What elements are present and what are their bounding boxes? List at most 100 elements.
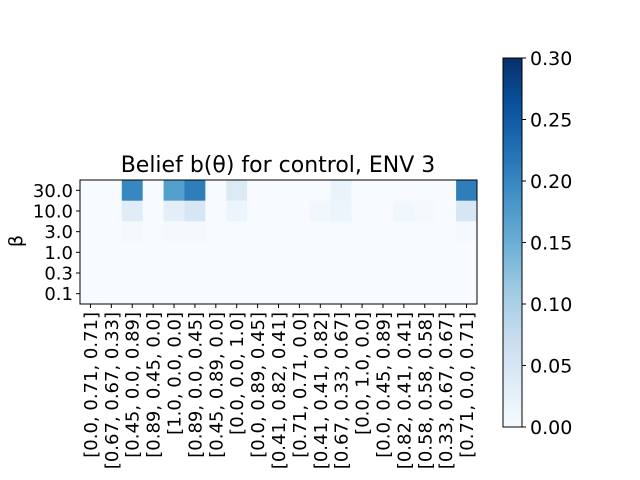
heatmap-cell [184, 180, 206, 202]
heatmap-cell [121, 283, 144, 305]
heatmap-cell [80, 242, 102, 264]
heatmap-cell [121, 200, 144, 222]
heatmap-cell [100, 221, 123, 243]
heatmap-cell [372, 262, 394, 284]
heatmap-cell [268, 200, 290, 222]
heatmap-cell [100, 200, 123, 222]
x-tick-label: [0.67, 0.33, 0.67] [332, 312, 353, 469]
heatmap-cell [80, 283, 102, 305]
heatmap-cell [205, 180, 227, 202]
y-axis-label: β [5, 235, 27, 247]
heatmap-cell [142, 283, 164, 305]
y-tick-label: 1.0 [44, 243, 73, 264]
heatmap-cell [435, 283, 457, 305]
heatmap-cell [205, 200, 227, 222]
x-tick-label: [1.0, 0.0, 0.0] [165, 312, 186, 435]
heatmap-cell [393, 200, 415, 222]
heatmap-cell [330, 242, 353, 264]
x-tick-label: [0.71, 0.71, 0.0] [290, 312, 311, 458]
heatmap-cell [288, 283, 311, 305]
x-tick-label: [0.41, 0.82, 0.41] [269, 312, 290, 469]
heatmap-cell [309, 221, 332, 243]
heatmap-cell [372, 200, 394, 222]
heatmap-cell [121, 242, 144, 264]
heatmap-cell [163, 221, 185, 243]
heatmap-cell [80, 262, 102, 284]
heatmap-cell [205, 283, 227, 305]
heatmap-cell [330, 262, 353, 284]
heatmap-cell [351, 262, 373, 284]
heatmap-cell [309, 283, 332, 305]
heatmap-cell [288, 242, 311, 264]
x-tick-label: [0.0, 1.0, 0.0] [353, 312, 374, 435]
heatmap-cell [393, 262, 415, 284]
heatmap-cell [163, 200, 185, 222]
heatmap-cell [372, 180, 394, 202]
chart-title: Belief b(θ) for control, ENV 3 [121, 153, 436, 178]
heatmap-cell [80, 180, 102, 202]
colorbar-tick-label: 0.15 [530, 233, 572, 255]
heatmap-cell [330, 200, 353, 222]
heatmap-cell [184, 221, 206, 243]
plot-frame [79, 179, 478, 305]
heatmap-cell [184, 283, 206, 305]
heatmap-cell [351, 283, 373, 305]
heatmap-cell [393, 180, 415, 202]
heatmap-cell [351, 221, 373, 243]
x-tick-label: [0.89, 0.0, 0.45] [185, 312, 206, 458]
heatmap-cell [268, 262, 290, 284]
y-tick-label: 3.0 [44, 222, 73, 243]
heatmap-cell [142, 200, 164, 222]
heatmap-cells [80, 180, 478, 305]
heatmap-cell [288, 200, 311, 222]
y-tick-label: 0.1 [44, 284, 73, 305]
heatmap-cell [100, 242, 123, 264]
heatmap-cell [226, 200, 248, 222]
colorbar-tick-label: 0.05 [530, 356, 572, 378]
heatmap-cell [268, 221, 290, 243]
heatmap-cell [100, 283, 123, 305]
heatmap-cell [414, 200, 436, 222]
heatmap-cell [184, 242, 206, 264]
heatmap-cell [456, 283, 478, 305]
x-tick-label: [0.67, 0.67, 0.33] [102, 312, 123, 469]
heatmap-cell [351, 200, 373, 222]
heatmap-cell [121, 262, 144, 284]
x-tick-label: [0.82, 0.41, 0.41] [394, 312, 415, 469]
heatmap-cell [351, 242, 373, 264]
heatmap-cell [393, 283, 415, 305]
heatmap-cell [435, 262, 457, 284]
heatmap-cell [247, 221, 269, 243]
heatmap-cell [100, 180, 123, 202]
heatmap-cell [414, 242, 436, 264]
heatmap-cell [435, 242, 457, 264]
heatmap-cell [288, 221, 311, 243]
y-tick-label: 30.0 [33, 181, 73, 202]
heatmap-cell [163, 180, 185, 202]
heatmap-cell [247, 200, 269, 222]
heatmap-cell [351, 180, 373, 202]
x-axis-ticks: [0.0, 0.71, 0.71] [0.67, 0.67, 0.33] [0.45… [81, 304, 478, 469]
heatmap-cell [226, 262, 248, 284]
heatmap-cell [456, 242, 478, 264]
x-tick-label: [0.71, 0.0, 0.71] [457, 312, 478, 458]
heatmap-cell [414, 283, 436, 305]
heatmap-cell [205, 242, 227, 264]
heatmap-cell [205, 262, 227, 284]
heatmap-cell [80, 221, 102, 243]
heatmap-cell [456, 180, 478, 202]
heatmap-cell [435, 221, 457, 243]
x-tick-label: [0.58, 0.58, 0.58] [415, 312, 436, 469]
heatmap-cell [414, 221, 436, 243]
heatmap-cell [247, 180, 269, 202]
heatmap-cell [435, 200, 457, 222]
heatmap-cell [184, 262, 206, 284]
heatmap-cell [288, 262, 311, 284]
colorbar-tick-label: 0.25 [530, 110, 572, 132]
heatmap-cell [247, 283, 269, 305]
heatmap-cell [226, 242, 248, 264]
heatmap-cell [205, 221, 227, 243]
x-tick-label: [0.0, 0.89, 0.45] [248, 312, 269, 458]
heatmap-cell [268, 180, 290, 202]
heatmap-cell [226, 180, 248, 202]
